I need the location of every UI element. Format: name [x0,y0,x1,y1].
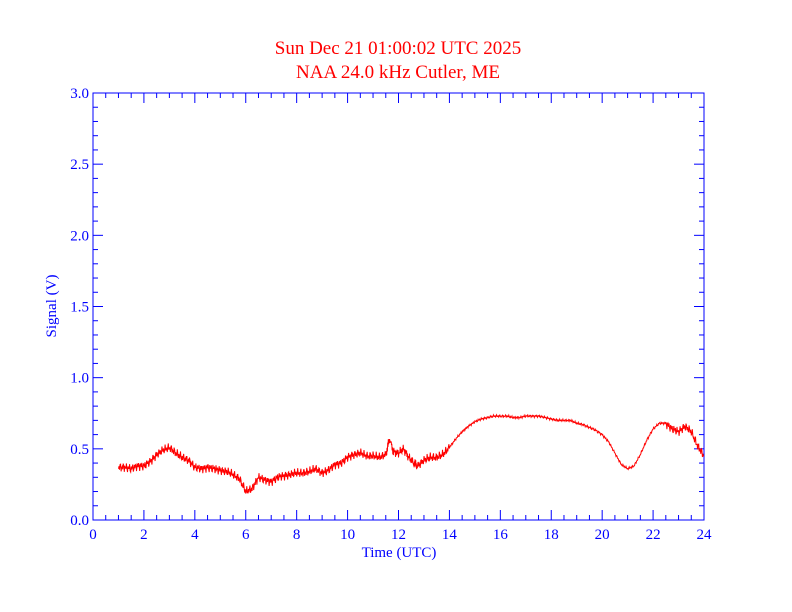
x-tick-label: 10 [340,527,355,543]
x-tick-label: 16 [493,527,509,543]
x-tick-label: 2 [140,527,148,543]
x-axis-label: Time (UTC) [362,545,437,561]
x-tick-label: 4 [191,527,199,543]
signal-series-line [118,413,705,494]
series-group [118,413,705,494]
x-tick-label: 22 [646,527,661,543]
plot-axes: 0 2 4 6 8 10 12 14 16 18 20 22 240.00.51.01.52.02.53… [70,86,712,543]
y-tick-label: 0.5 [70,442,89,458]
x-tick-label: 8 [293,527,301,543]
x-tick-label: 14 [442,527,458,543]
y-tick-label: 2.0 [70,228,89,244]
x-tick-label: 24 [697,527,713,543]
y-tick-label: 1.0 [70,371,89,387]
y-tick-label: 1.5 [70,300,89,316]
x-tick-label: 18 [544,527,559,543]
x-tick-label: 12 [391,527,406,543]
chart-title: Sun Dec 21 01:00:02 UTC 2025 [275,38,521,59]
x-tick-label: 6 [242,527,250,543]
y-axis-label: Signal (V) [44,275,60,338]
y-tick-label: 2.5 [70,157,89,173]
x-tick-label: 20 [595,527,610,543]
y-tick-label: 3.0 [70,86,89,102]
x-tick-label: 0 [89,527,97,543]
y-tick-label: 0.0 [70,513,89,529]
chart-subtitle: NAA 24.0 kHz Cutler, ME [296,62,500,83]
